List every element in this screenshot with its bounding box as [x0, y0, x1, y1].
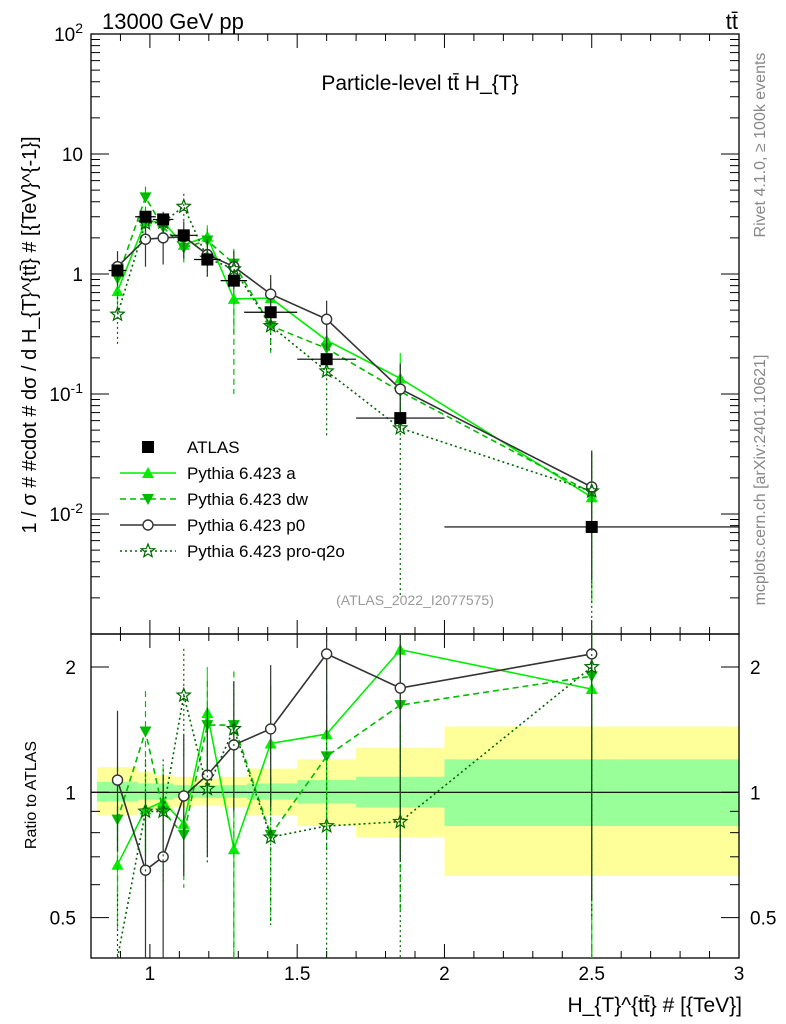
ratio-y-tick-label: 2 [65, 658, 76, 679]
atlas-point [177, 229, 190, 242]
series-point [139, 192, 152, 204]
x-tick-label: 3 [734, 964, 745, 985]
ratio-series-line-2 [116, 652, 592, 872]
source-label: mcplots.cern.ch [arXiv:2401.10621] [752, 355, 769, 606]
ratio-point [262, 828, 279, 845]
legend-marker [142, 519, 154, 531]
series-line-3 [116, 235, 593, 488]
ratio-point [154, 802, 172, 819]
ratio-point [583, 658, 600, 674]
series-point [391, 419, 409, 436]
legend-label: Pythia 6.423 p0 [187, 516, 305, 535]
ratio-point [157, 851, 169, 863]
ratio-point [111, 774, 124, 786]
series-line-1 [116, 220, 593, 498]
series-point [139, 233, 152, 245]
y-tick-label: 1 [72, 265, 83, 286]
legend: ATLAS Pythia 6.423 a Pythia 6.423 dw Pythia… [120, 438, 345, 561]
ratio-point [320, 648, 333, 660]
x-tick-label: 1 [145, 964, 156, 985]
y-tick-label: 10-1 [49, 380, 83, 406]
series-line-2 [116, 195, 593, 494]
ratio-y-tick-label-right: 1 [750, 783, 761, 804]
watermark-label: (ATLAS_2022_I2077575) [336, 592, 494, 608]
series-point [318, 362, 335, 379]
series-point [157, 232, 169, 244]
ratio-point [139, 726, 152, 738]
y-axis-title: 1 / σ # #cdot # dσ / d H_{T}^{tt̄} # [{T… [19, 136, 41, 533]
legend-marker [142, 494, 154, 505]
rivet-label: Rivet 4.1.0, ≥ 100k events [752, 53, 769, 238]
ratio-point [264, 829, 277, 841]
ratio-point [175, 686, 193, 703]
legend-marker [142, 467, 154, 478]
energy-label: 13000 GeV pp [102, 9, 244, 34]
atlas-point [394, 412, 407, 425]
legend-marker [139, 542, 157, 559]
ratio-point [394, 682, 406, 694]
ratio-point [201, 769, 214, 781]
legend-label: Pythia 6.423 pro-q2o [187, 542, 345, 561]
ratio-point [178, 790, 190, 802]
x-tick-label: 2 [439, 964, 450, 985]
atlas-point [264, 306, 277, 319]
ratio-point [391, 813, 409, 829]
x-tick-label: 1.5 [284, 964, 310, 985]
ratio-y-tick-label-right: 0.5 [750, 909, 776, 930]
atlas-point [227, 274, 240, 287]
atlas-point [201, 253, 214, 266]
series-point [262, 317, 279, 333]
ratio-panel: 1 1.5 2 2.5 3 0.5 0.5 1 1 2 2 [50, 633, 776, 985]
ratio-y-tick-label-right: 2 [750, 658, 761, 679]
series-point [264, 288, 277, 300]
y-tick-label: 10 [62, 145, 83, 166]
series-point [109, 305, 126, 322]
series-point [320, 313, 333, 325]
process-label: tt̄ [726, 9, 738, 34]
legend-marker [142, 441, 154, 453]
ratio-point [264, 723, 277, 735]
legend-label: Pythia 6.423 dw [187, 490, 309, 509]
y-tick-label: 10-2 [49, 500, 83, 526]
ratio-series-line-0 [116, 648, 592, 866]
series-point [175, 197, 192, 214]
series-point [583, 482, 600, 499]
ratio-point [320, 751, 333, 763]
ratio-y-tick-label: 0.5 [50, 909, 76, 930]
ratio-point [227, 843, 240, 855]
main-panel: 10-2 10-1 1 10 102 [49, 20, 740, 958]
ratio-frame [90, 633, 740, 959]
ratio-point [137, 802, 154, 819]
atlas-point [139, 210, 152, 223]
ratio-point [318, 817, 335, 834]
atlas-point [157, 213, 170, 226]
ratio-point [199, 780, 216, 796]
series-point [111, 285, 124, 297]
legend-label: Pythia 6.423 a [187, 464, 296, 483]
series-point [394, 383, 406, 395]
atlas-point [111, 264, 124, 277]
atlas-point [585, 520, 598, 533]
chart-title: Particle-level tt̄ H_{T} [321, 72, 518, 95]
series-point [225, 260, 243, 277]
legend-label: ATLAS [187, 438, 240, 457]
ratio-point [225, 720, 243, 736]
series-line-4 [116, 205, 592, 492]
x-tick-label: 2.5 [579, 964, 605, 985]
y-tick-label: 102 [54, 20, 83, 46]
ratio-y-tick-label: 1 [65, 783, 76, 804]
x-axis-title: H_{T}^{tt̄} # [{TeV}] [568, 994, 742, 1017]
ratio-point [111, 858, 124, 870]
series-point [227, 292, 240, 304]
ratio-y-axis-title: Ratio to ATLAS [23, 741, 40, 849]
atlas-point [320, 353, 333, 366]
ratio-series-line-1 [116, 675, 592, 837]
green-band-bin [247, 783, 298, 800]
